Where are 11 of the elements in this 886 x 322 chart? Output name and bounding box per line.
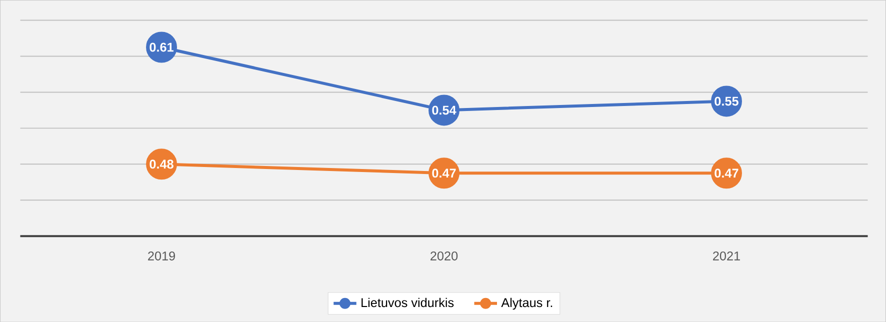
legend-label: Alytaus r. <box>501 298 552 310</box>
x-tick-label: 2021 <box>713 251 740 260</box>
data-label: 0.47 <box>714 168 738 178</box>
x-tick-label: 2019 <box>148 251 175 260</box>
data-label: 0.55 <box>714 96 738 106</box>
data-label: 0.47 <box>432 168 456 178</box>
legend-label: Lietuvos vidurkis <box>362 298 454 307</box>
data-label: 0.48 <box>150 160 174 168</box>
data-label: 0.54 <box>432 106 456 115</box>
data-label: 0.61 <box>150 42 174 52</box>
x-tick-label: 2020 <box>430 251 458 260</box>
